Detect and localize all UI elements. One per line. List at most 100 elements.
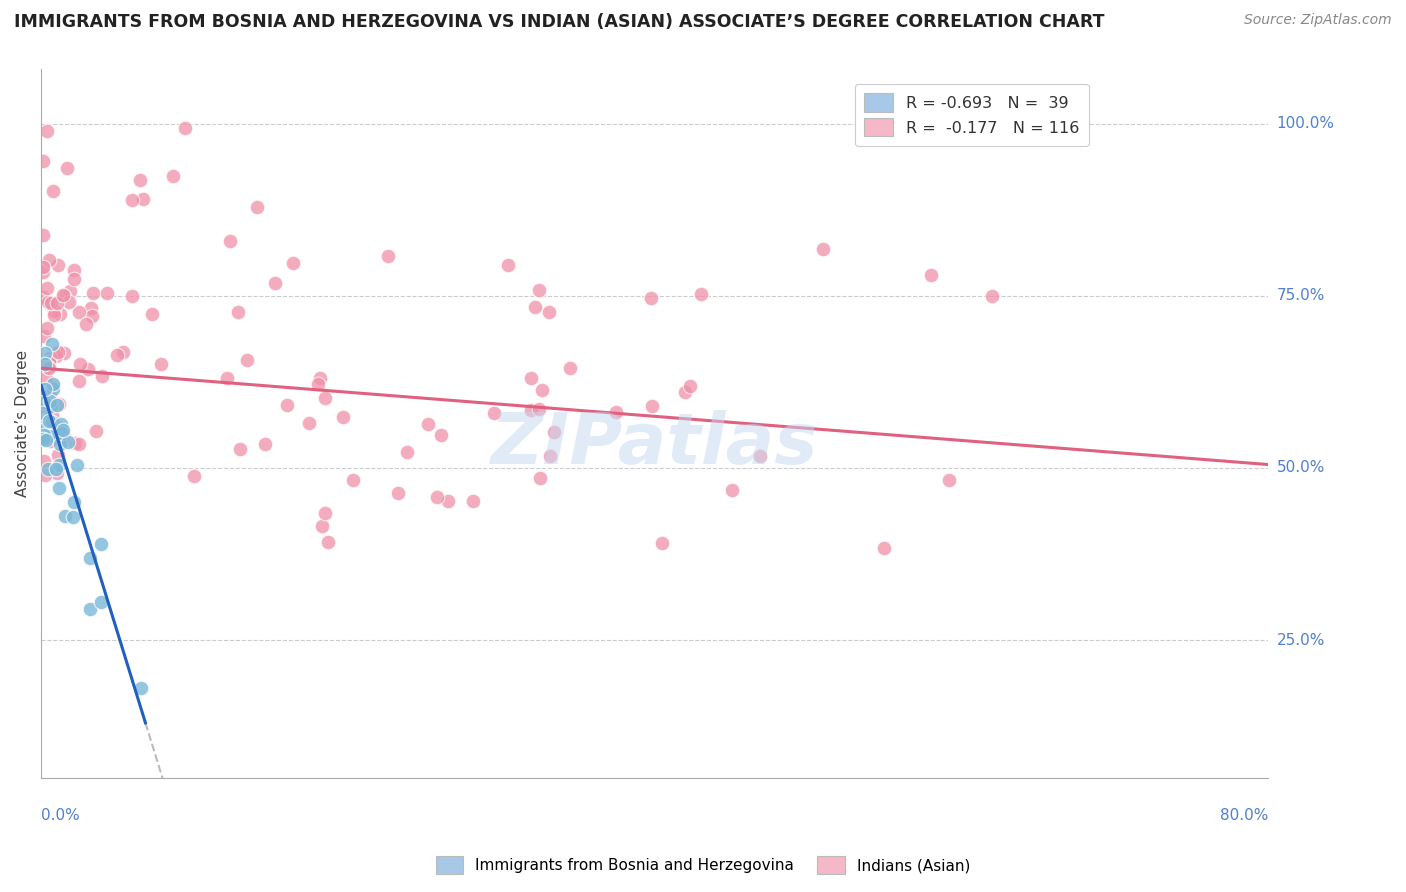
Point xyxy=(309,370,332,384)
Point xyxy=(42,303,65,318)
Point xyxy=(318,534,340,549)
Point xyxy=(39,434,62,449)
Point xyxy=(264,277,287,291)
Point xyxy=(90,595,112,609)
Point xyxy=(873,541,896,555)
Point xyxy=(811,242,834,256)
Point xyxy=(34,395,56,409)
Point xyxy=(39,388,62,402)
Point xyxy=(396,445,419,459)
Point xyxy=(651,536,673,550)
Point xyxy=(91,368,114,383)
Point xyxy=(45,296,67,310)
Point xyxy=(42,377,65,392)
Point xyxy=(76,317,98,331)
Legend: R = -0.693   N =  39, R =  -0.177   N = 116: R = -0.693 N = 39, R = -0.177 N = 116 xyxy=(855,84,1088,146)
Point xyxy=(689,287,711,301)
Point xyxy=(90,537,112,551)
Point xyxy=(543,425,565,440)
Point xyxy=(42,382,65,396)
Point xyxy=(436,493,458,508)
Point xyxy=(41,415,63,429)
Point xyxy=(35,401,58,415)
Point xyxy=(605,405,627,419)
Point xyxy=(51,425,73,440)
Point xyxy=(31,265,53,279)
Point xyxy=(48,481,70,495)
Point xyxy=(39,295,62,310)
Point xyxy=(527,283,550,297)
Point xyxy=(121,289,143,303)
Point xyxy=(426,491,449,505)
Point xyxy=(79,601,101,615)
Point xyxy=(332,410,354,425)
Text: 100.0%: 100.0% xyxy=(1277,116,1334,131)
Point xyxy=(32,329,55,343)
Point xyxy=(46,466,69,480)
Point xyxy=(129,173,152,187)
Point xyxy=(38,361,60,376)
Point xyxy=(121,193,143,207)
Point xyxy=(981,289,1004,303)
Point xyxy=(32,432,55,446)
Point xyxy=(342,473,364,487)
Point xyxy=(45,461,67,475)
Point xyxy=(62,272,84,286)
Point xyxy=(39,394,62,409)
Legend: Immigrants from Bosnia and Herzegovina, Indians (Asian): Immigrants from Bosnia and Herzegovina, … xyxy=(430,850,976,880)
Point xyxy=(41,337,63,351)
Point xyxy=(45,349,67,363)
Point xyxy=(42,380,65,394)
Text: 25.0%: 25.0% xyxy=(1277,632,1324,648)
Point xyxy=(129,681,152,696)
Point xyxy=(31,260,53,275)
Point xyxy=(37,359,59,374)
Point xyxy=(298,416,321,430)
Point xyxy=(174,121,197,136)
Point xyxy=(67,375,90,389)
Point xyxy=(52,288,75,302)
Point xyxy=(48,397,70,411)
Point xyxy=(236,353,259,368)
Point xyxy=(641,400,664,414)
Point xyxy=(529,471,551,485)
Text: IMMIGRANTS FROM BOSNIA AND HERZEGOVINA VS INDIAN (ASIAN) ASSOCIATE’S DEGREE CORR: IMMIGRANTS FROM BOSNIA AND HERZEGOVINA V… xyxy=(14,13,1105,31)
Point xyxy=(82,285,104,300)
Point xyxy=(311,518,333,533)
Point xyxy=(112,344,135,359)
Point xyxy=(38,429,60,443)
Point xyxy=(31,432,53,446)
Point xyxy=(229,442,252,456)
Point xyxy=(377,249,399,263)
Point xyxy=(482,406,505,420)
Point xyxy=(58,294,80,309)
Point xyxy=(150,357,173,371)
Point xyxy=(105,348,128,362)
Point xyxy=(226,305,249,319)
Point xyxy=(640,291,662,305)
Point xyxy=(62,510,84,524)
Point xyxy=(558,361,581,376)
Point xyxy=(34,382,56,396)
Point xyxy=(32,154,55,169)
Y-axis label: Associate’s Degree: Associate’s Degree xyxy=(15,350,30,497)
Point xyxy=(53,428,76,442)
Point xyxy=(38,252,60,267)
Point xyxy=(276,399,298,413)
Point xyxy=(63,263,86,277)
Point xyxy=(41,408,63,422)
Point xyxy=(530,383,553,397)
Point xyxy=(283,256,305,270)
Point xyxy=(314,506,336,520)
Point xyxy=(387,486,409,500)
Point xyxy=(42,184,65,198)
Point xyxy=(527,401,550,416)
Point xyxy=(34,357,56,371)
Point xyxy=(37,295,59,310)
Point xyxy=(162,169,184,184)
Point xyxy=(538,449,561,463)
Point xyxy=(32,406,55,420)
Text: 0.0%: 0.0% xyxy=(41,808,80,823)
Point xyxy=(538,305,561,319)
Point xyxy=(34,427,56,442)
